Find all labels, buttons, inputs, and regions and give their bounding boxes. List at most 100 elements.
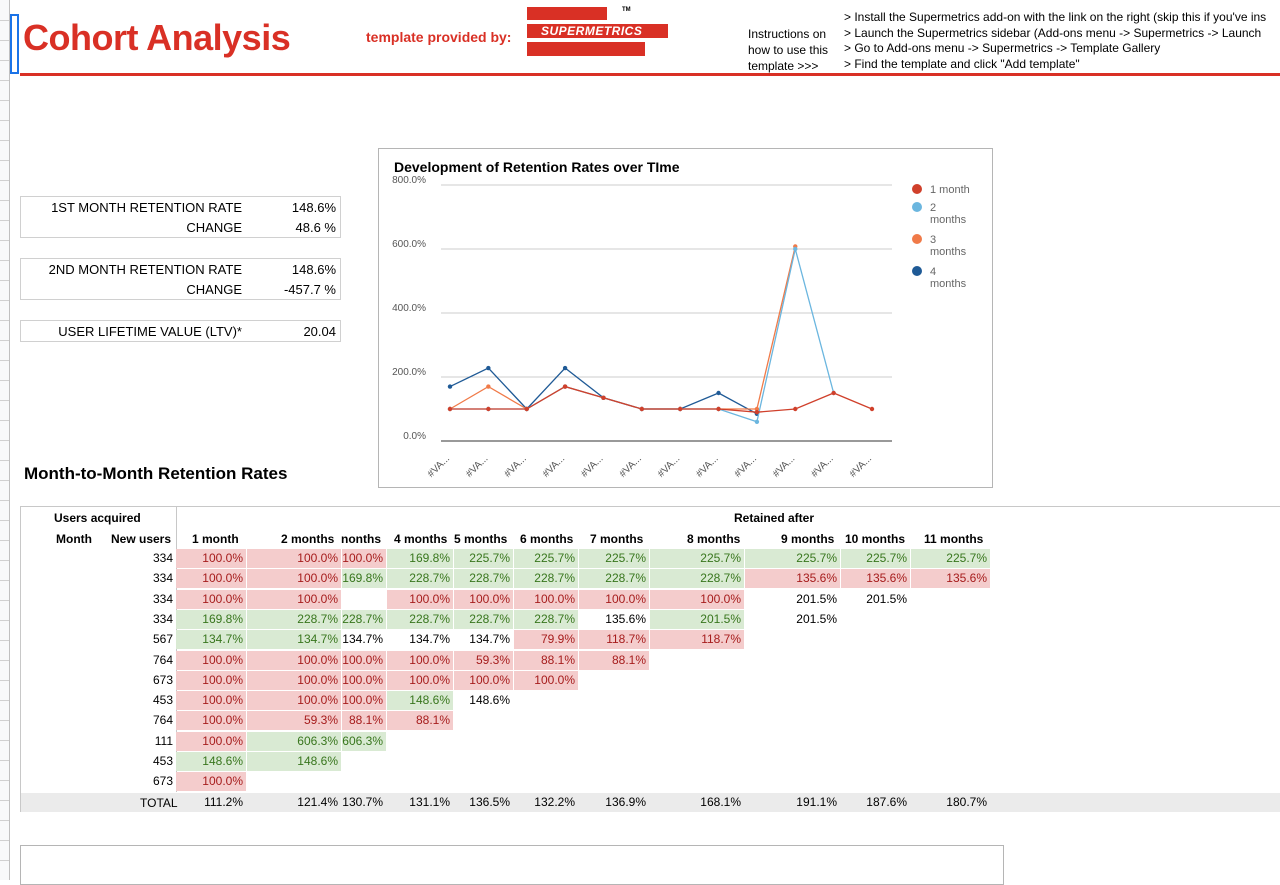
total-cell[interactable]: 130.7% xyxy=(342,795,383,809)
retention-cell[interactable]: 100.0% xyxy=(579,589,649,609)
kpi-first-month[interactable]: 1ST MONTH RETENTION RATE 148.6% CHANGE 48.… xyxy=(20,196,341,238)
retention-cell[interactable]: 606.3% xyxy=(342,731,386,751)
selected-cell[interactable] xyxy=(10,14,19,74)
retention-cell[interactable]: 228.7% xyxy=(387,609,453,629)
retention-cell[interactable]: 134.7% xyxy=(247,630,341,650)
retention-cell[interactable]: 228.7% xyxy=(454,569,513,589)
retention-cell[interactable]: 135.6% xyxy=(745,569,840,589)
retention-cell[interactable]: 148.6% xyxy=(176,752,246,771)
retention-cell[interactable]: 100.0% xyxy=(247,569,341,589)
retention-cell[interactable]: 100.0% xyxy=(342,670,386,690)
retention-cell[interactable]: 228.7% xyxy=(579,569,649,589)
retention-cell[interactable]: 100.0% xyxy=(176,670,246,690)
retention-cell[interactable]: 88.1% xyxy=(579,650,649,670)
retention-cell[interactable]: 134.7% xyxy=(469,632,510,647)
retention-cell[interactable]: 100.0% xyxy=(247,549,341,568)
retention-cell[interactable]: 225.7% xyxy=(911,549,990,568)
retention-cell[interactable]: 201.5% xyxy=(796,611,837,626)
total-cell[interactable]: 180.7% xyxy=(946,795,987,809)
retention-cell[interactable]: 100.0% xyxy=(454,670,513,690)
retention-cell[interactable]: 201.5% xyxy=(650,609,744,629)
retention-cell[interactable]: 148.6% xyxy=(247,752,341,771)
retention-cell[interactable]: 88.1% xyxy=(387,711,453,731)
retention-cell[interactable]: 135.6% xyxy=(911,569,990,589)
retention-cell[interactable]: 59.3% xyxy=(247,711,341,731)
retention-cell[interactable]: 100.0% xyxy=(176,731,246,751)
retention-cell[interactable]: 169.8% xyxy=(387,549,453,568)
retention-cell[interactable]: 88.1% xyxy=(342,711,386,731)
retention-cell[interactable]: 169.8% xyxy=(342,569,386,589)
data-point xyxy=(562,384,568,389)
retention-cell[interactable]: 201.5% xyxy=(866,591,907,606)
retention-cell[interactable]: 100.0% xyxy=(176,650,246,670)
retention-chart[interactable]: 800.0% 600.0% 400.0% 200.0% 0.0% #VA... #VA...… xyxy=(378,148,993,488)
bottom-chart-frame[interactable] xyxy=(20,845,1004,885)
retention-cell[interactable]: 100.0% xyxy=(342,650,386,670)
retention-cell[interactable]: 100.0% xyxy=(247,670,341,690)
retention-cell[interactable]: 118.7% xyxy=(650,630,744,650)
retention-cell[interactable]: 134.7% xyxy=(409,632,450,647)
total-cell[interactable]: 131.1% xyxy=(409,795,450,809)
retention-cell[interactable]: 100.0% xyxy=(514,589,578,609)
retention-cell[interactable]: 148.6% xyxy=(387,691,453,711)
retention-cell[interactable]: 100.0% xyxy=(176,569,246,589)
retention-cell[interactable]: 228.7% xyxy=(650,569,744,589)
retention-cell[interactable]: 100.0% xyxy=(342,549,386,568)
retention-cell[interactable]: 100.0% xyxy=(247,650,341,670)
retention-cell[interactable]: 118.7% xyxy=(579,630,649,650)
retention-cell[interactable]: 228.7% xyxy=(342,609,386,629)
retention-cell[interactable]: 100.0% xyxy=(176,691,246,711)
retention-cell[interactable]: 228.7% xyxy=(514,569,578,589)
total-cell[interactable]: 121.4% xyxy=(297,795,338,809)
retention-cell[interactable]: 148.6% xyxy=(469,693,510,708)
retention-cell[interactable]: 135.6% xyxy=(605,611,646,626)
legend-label: months xyxy=(930,278,967,290)
retention-cell[interactable]: 100.0% xyxy=(247,691,341,711)
total-cell[interactable]: 136.5% xyxy=(469,795,510,809)
retention-cell[interactable]: 606.3% xyxy=(247,731,341,751)
retention-cell[interactable]: 225.7% xyxy=(454,549,513,568)
supermetrics-logo[interactable]: TM SUPERMETRICS xyxy=(527,7,669,57)
retention-cell[interactable]: 100.0% xyxy=(514,670,578,690)
retention-cell[interactable]: 100.0% xyxy=(247,589,341,609)
retention-cell[interactable]: 228.7% xyxy=(454,609,513,629)
total-cell[interactable]: 136.9% xyxy=(605,795,646,809)
retention-cell[interactable]: 228.7% xyxy=(514,609,578,629)
row-header-gutter[interactable] xyxy=(0,0,10,880)
retention-cell[interactable]: 225.7% xyxy=(841,549,910,568)
retention-cell[interactable]: 100.0% xyxy=(176,711,246,731)
retention-cell[interactable]: 100.0% xyxy=(454,589,513,609)
total-cell[interactable]: 168.1% xyxy=(700,795,741,809)
retention-cell[interactable]: 134.7% xyxy=(176,630,246,650)
retention-cell[interactable]: 225.7% xyxy=(514,549,578,568)
retention-cell[interactable]: 100.0% xyxy=(387,589,453,609)
total-cell[interactable]: 191.1% xyxy=(796,795,837,809)
retention-cell[interactable]: 59.3% xyxy=(454,650,513,670)
total-cell[interactable]: 187.6% xyxy=(866,795,907,809)
retention-cell[interactable]: 88.1% xyxy=(514,650,578,670)
retention-cell[interactable]: 225.7% xyxy=(745,549,840,568)
kpi-second-month[interactable]: 2ND MONTH RETENTION RATE 148.6% CHANGE -45… xyxy=(20,258,341,300)
retention-cell[interactable]: 100.0% xyxy=(387,650,453,670)
retention-cell[interactable]: 225.7% xyxy=(579,549,649,568)
retention-cell[interactable]: 100.0% xyxy=(176,549,246,568)
retention-cell[interactable]: 228.7% xyxy=(247,609,341,629)
retention-cell[interactable]: 169.8% xyxy=(176,609,246,629)
data-point xyxy=(447,384,453,389)
retention-cell[interactable]: 134.7% xyxy=(342,632,383,647)
retention-cell[interactable]: 100.0% xyxy=(342,691,386,711)
retention-cell[interactable]: 100.0% xyxy=(387,670,453,690)
total-cell[interactable]: 132.2% xyxy=(534,795,575,809)
retention-table[interactable]: Users acquired Month New users Retained … xyxy=(20,506,1280,812)
total-cell[interactable]: 111.2% xyxy=(204,795,243,809)
new-users-cell: 453 xyxy=(152,754,173,768)
retention-cell[interactable]: 201.5% xyxy=(796,591,837,606)
retention-cell[interactable]: 135.6% xyxy=(841,569,910,589)
retention-cell[interactable]: 79.9% xyxy=(514,630,578,650)
retention-cell[interactable]: 228.7% xyxy=(387,569,453,589)
retention-cell[interactable]: 225.7% xyxy=(650,549,744,568)
retention-cell[interactable]: 100.0% xyxy=(650,589,744,609)
kpi-ltv[interactable]: USER LIFETIME VALUE (LTV)* 20.04 xyxy=(20,320,341,342)
retention-cell[interactable]: 100.0% xyxy=(176,772,246,792)
retention-cell[interactable]: 100.0% xyxy=(176,589,246,609)
